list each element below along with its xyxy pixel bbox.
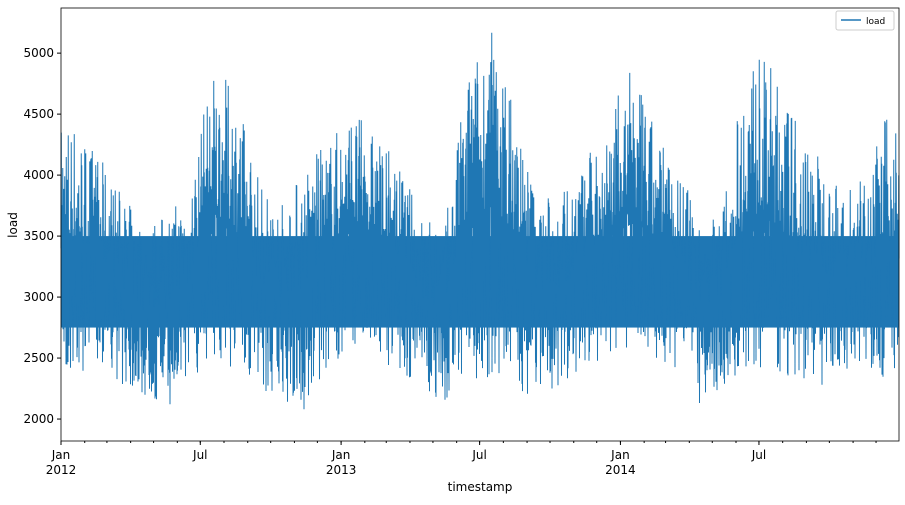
- series-load: [60, 32, 900, 410]
- x-axis-label: timestamp: [448, 480, 513, 494]
- x-tick-label: Jul: [751, 448, 766, 462]
- x-tick-label: Jul: [471, 448, 486, 462]
- y-tick-label: 4000: [23, 168, 54, 182]
- y-tick-label: 3000: [23, 290, 54, 304]
- x-tick-year: 2014: [605, 463, 636, 477]
- x-tick-year: 2013: [326, 463, 357, 477]
- y-tick-label: 2000: [23, 412, 54, 426]
- legend-entry: load: [866, 17, 885, 27]
- x-tick-label: Jan: [331, 448, 351, 462]
- x-tick-label: Jul: [192, 448, 207, 462]
- y-tick-label: 4500: [23, 107, 54, 121]
- y-tick-label: 2500: [23, 351, 54, 365]
- y-axis: 2000 2500 3000 3500 4000 4500 5000: [23, 46, 61, 426]
- y-axis-label: load: [6, 212, 20, 238]
- x-tick-label: Jan: [610, 448, 630, 462]
- y-tick-label: 3500: [23, 229, 54, 243]
- x-tick-label: Jan: [51, 448, 71, 462]
- y-tick-label: 5000: [23, 46, 54, 60]
- legend-box: [835, 10, 895, 31]
- series-line: [60, 32, 900, 410]
- legend: load: [835, 10, 895, 31]
- x-tick-year: 2012: [46, 463, 77, 477]
